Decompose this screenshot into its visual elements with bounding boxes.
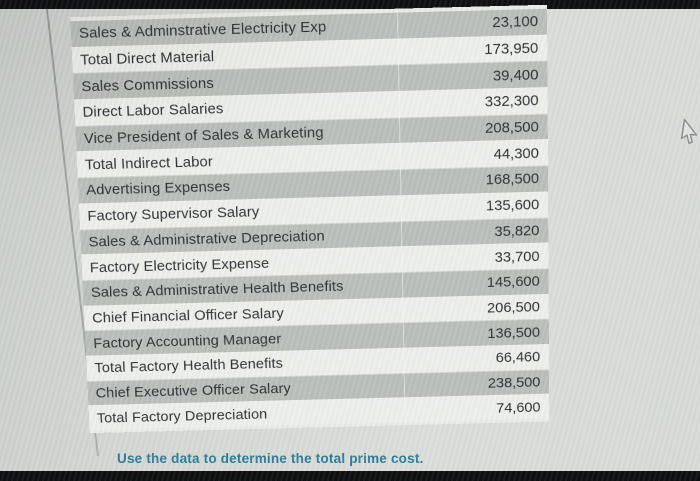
account-value-cell[interactable]: 208,500 (485, 118, 539, 137)
account-table-body: Sales & Adminstrative Electricity Exp 23… (70, 8, 550, 431)
spreadsheet-area: Sales & Adminstrative Electricity Exp 23… (70, 4, 550, 434)
account-value-cell[interactable]: 238,500 (487, 374, 541, 392)
account-value-cell[interactable]: 33,700 (494, 247, 540, 266)
account-value-cell[interactable]: 168,500 (485, 170, 540, 189)
account-value-cell[interactable]: 23,100 (492, 13, 539, 32)
instruction-text: Use the data to determine the total prim… (117, 451, 424, 466)
account-value-cell[interactable]: 39,400 (492, 66, 539, 85)
mouse-cursor-icon (680, 118, 698, 144)
account-name-cell[interactable]: Total Factory Depreciation (96, 406, 268, 427)
screen-top-bezel (0, 0, 700, 9)
account-value-cell[interactable]: 206,500 (486, 298, 540, 317)
account-value-cell[interactable]: 332,300 (484, 92, 539, 111)
account-value-cell[interactable]: 145,600 (486, 273, 540, 291)
screen-bottom-bezel (0, 471, 700, 481)
account-value-cell[interactable]: 74,600 (496, 399, 541, 417)
account-value-cell[interactable]: 35,820 (494, 222, 540, 240)
account-value-cell[interactable]: 135,600 (485, 196, 540, 215)
account-value-cell[interactable]: 136,500 (487, 324, 541, 342)
account-value-cell[interactable]: 44,300 (493, 144, 540, 163)
account-value-cell[interactable]: 173,950 (484, 39, 539, 59)
account-value-cell[interactable]: 66,460 (495, 349, 541, 367)
